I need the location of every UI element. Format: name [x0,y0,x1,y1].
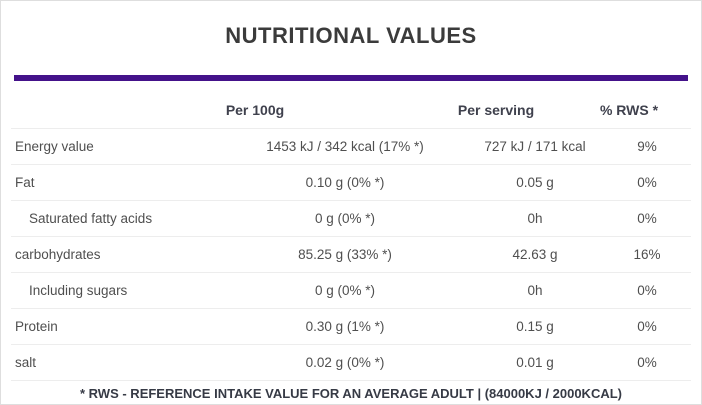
row-label: salt [15,355,37,370]
column-header-per-serving: Per serving [457,102,535,118]
table-row: Protein 0.30 g (1% *) 0.15 g 0% [11,308,691,344]
row-label: Energy value [15,139,94,154]
row-value-per-serving: 0h [527,283,543,298]
row-value-rws: 16% [633,247,661,262]
row-value-rws: 0% [637,283,657,298]
table-header-row: Per 100g Per serving % RWS * [11,81,691,128]
row-value-rws: 0% [637,211,657,226]
table-row: Saturated fatty acids 0 g (0% *) 0h 0% [11,200,691,236]
row-value-per-100g: 0.30 g (1% *) [305,319,385,334]
row-value-per-serving: 0.15 g [516,319,554,334]
row-label: Saturated fatty acids [29,211,153,226]
row-value-rws: 0% [637,175,657,190]
nutrition-table: Per 100g Per serving % RWS * Energy valu… [1,81,701,380]
table-row: salt 0.02 g (0% *) 0.01 g 0% [11,344,691,380]
table-row: Energy value 1453 kJ / 342 kcal (17% *) … [11,128,691,164]
row-value-per-serving: 42.63 g [512,247,558,262]
row-label: carbohydrates [15,247,101,262]
column-header-per-100g: Per 100g [225,102,285,118]
row-value-per-100g: 0 g (0% *) [314,211,376,226]
row-label: Protein [15,319,58,334]
row-value-rws: 0% [637,319,657,334]
row-value-rws: 9% [637,139,657,154]
table-row: carbohydrates 85.25 g (33% *) 42.63 g 16… [11,236,691,272]
table-row: Fat 0.10 g (0% *) 0.05 g 0% [11,164,691,200]
row-label: Fat [15,175,35,190]
row-value-per-100g: 0.02 g (0% *) [305,355,385,370]
row-value-per-serving: 0h [527,211,543,226]
row-value-per-serving: 727 kJ / 171 kcal [484,139,586,154]
table-body: Energy value 1453 kJ / 342 kcal (17% *) … [11,128,691,380]
row-value-per-serving: 0.05 g [516,175,554,190]
row-value-per-100g: 85.25 g (33% *) [298,247,392,262]
page-title: NUTRITIONAL VALUES [225,23,477,48]
table-row: Including sugars 0 g (0% *) 0h 0% [11,272,691,308]
row-value-per-100g: 0.10 g (0% *) [305,175,385,190]
row-value-per-serving: 0.01 g [516,355,554,370]
accent-divider [14,75,688,81]
row-label: Including sugars [29,283,128,298]
row-value-rws: 0% [637,355,657,370]
rws-footnote: * RWS - REFERENCE INTAKE VALUE FOR AN AV… [11,380,691,404]
row-value-per-100g: 0 g (0% *) [314,283,376,298]
column-header-rws: % RWS * [599,102,659,118]
row-value-per-100g: 1453 kJ / 342 kcal (17% *) [266,139,424,154]
